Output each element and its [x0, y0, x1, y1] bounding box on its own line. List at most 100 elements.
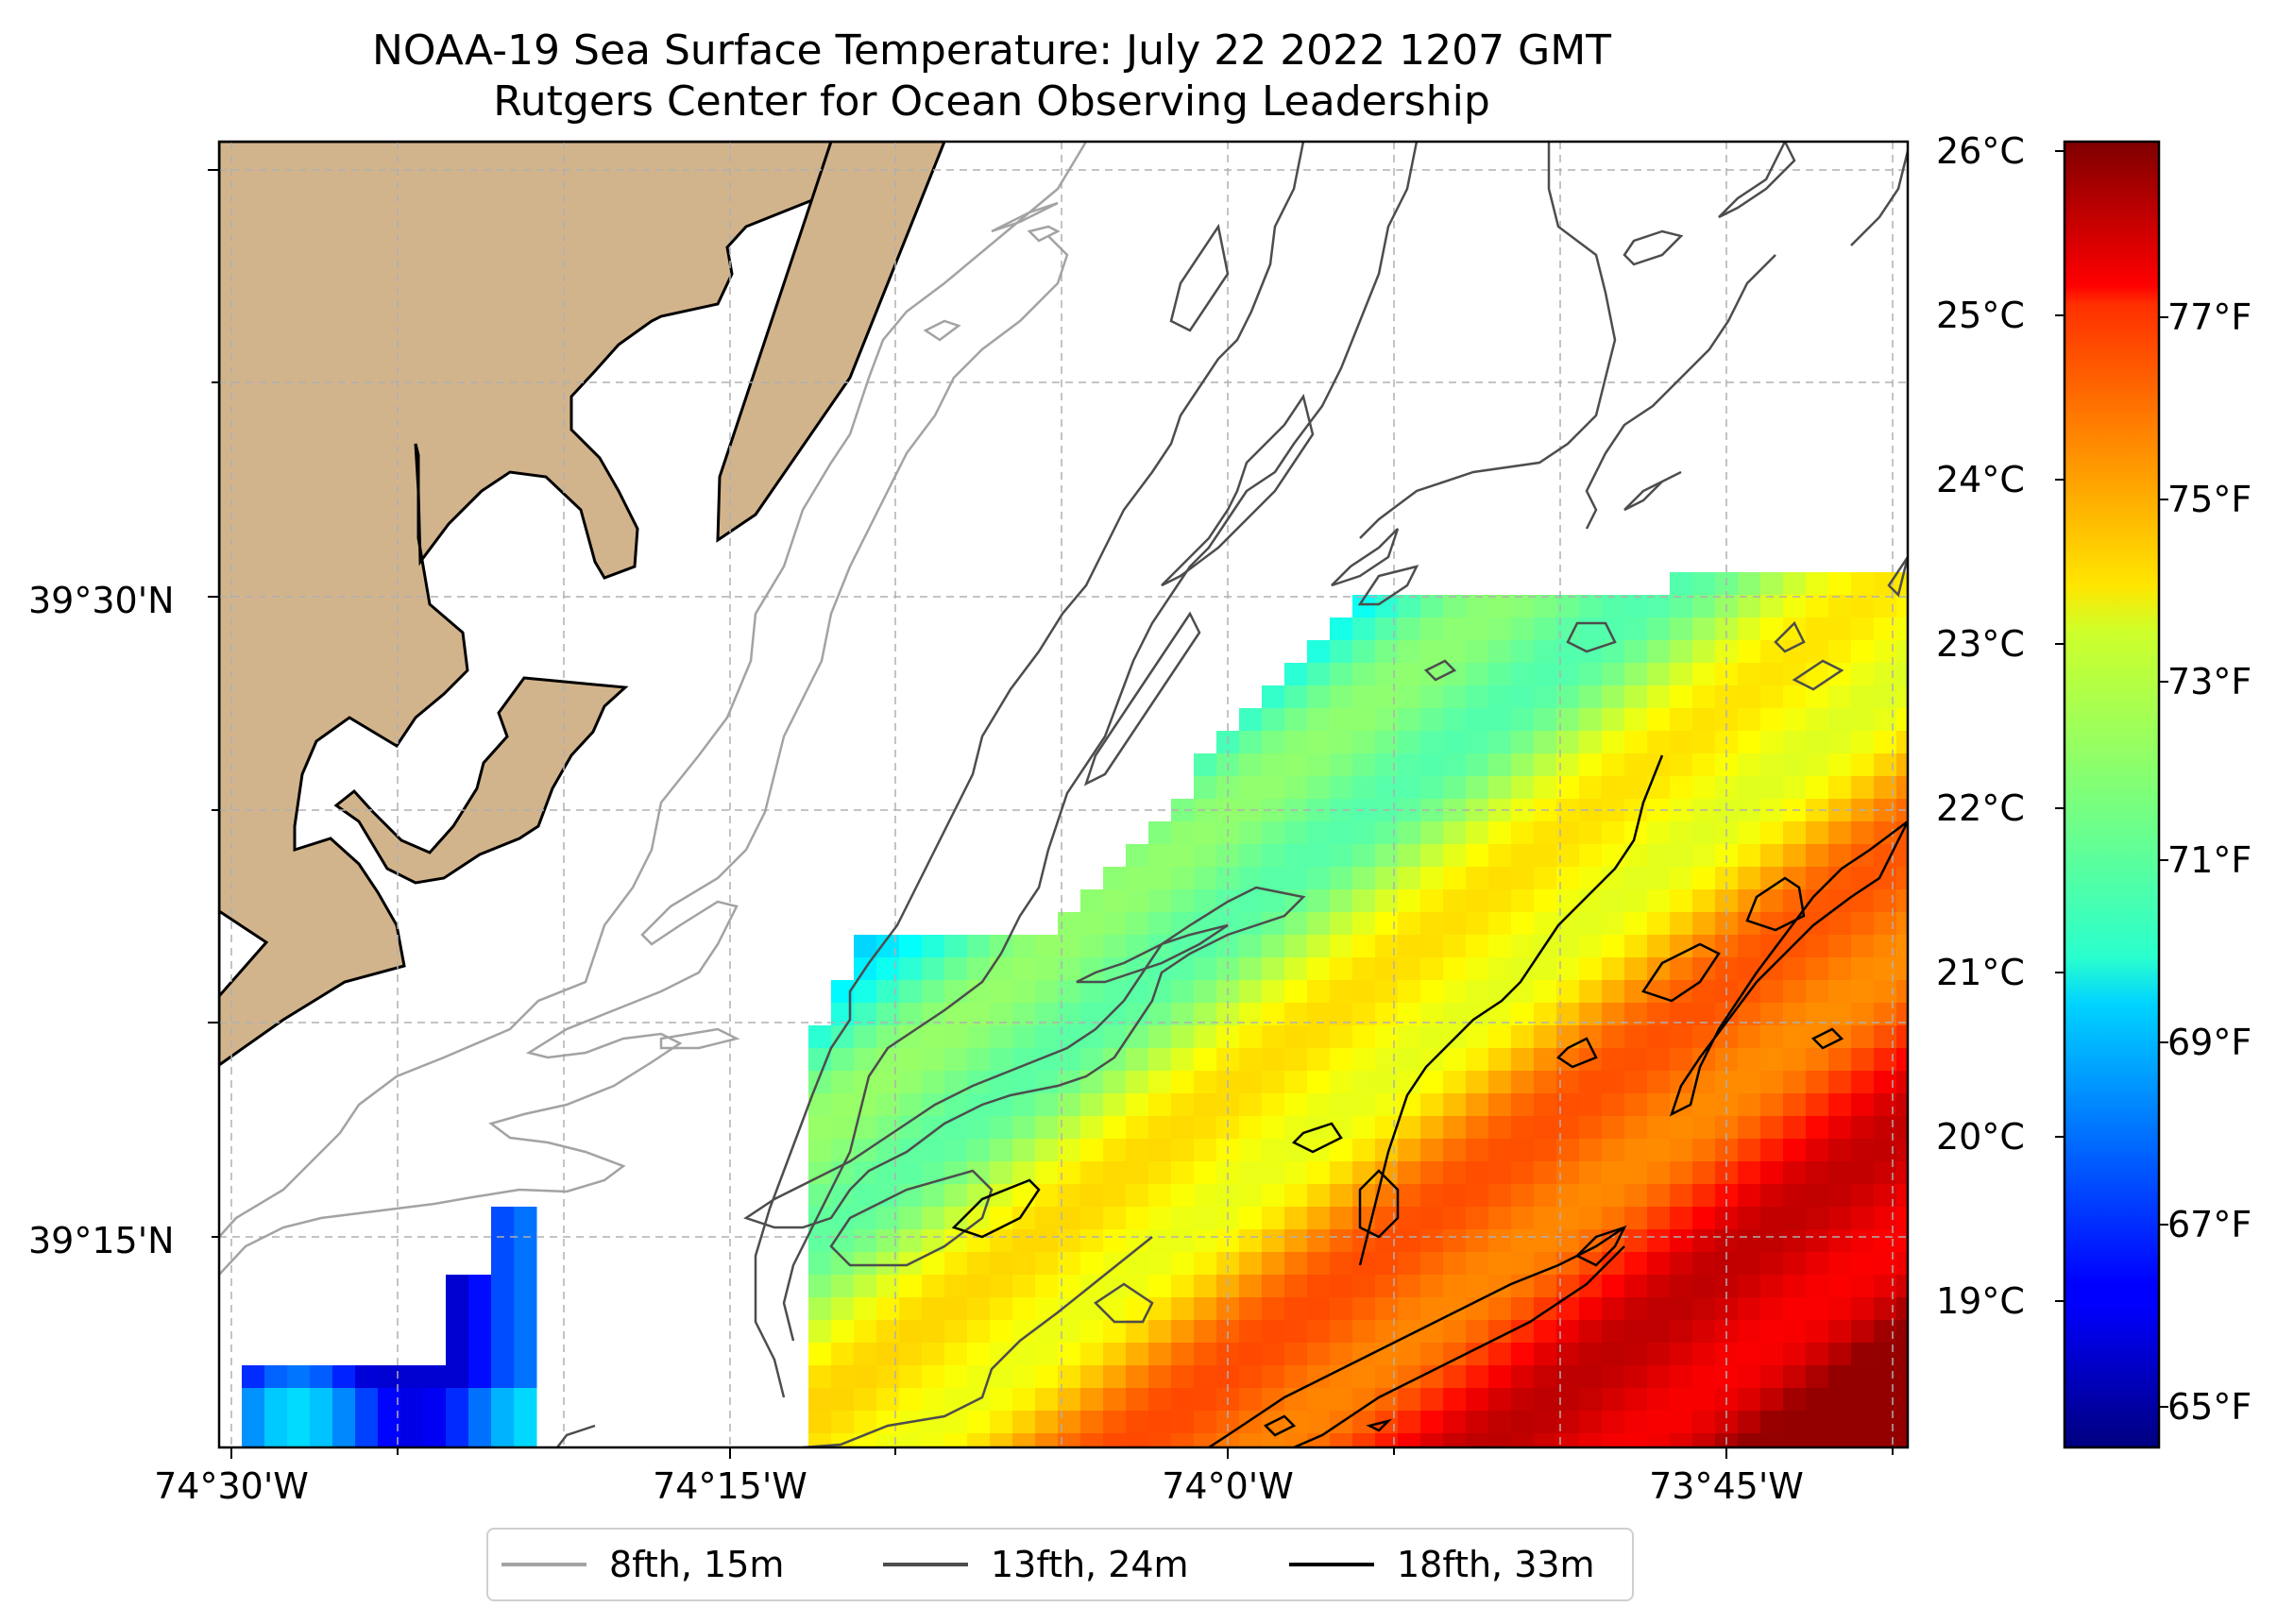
sst-cell	[1307, 844, 1331, 868]
sst-cell	[1398, 844, 1421, 868]
sst-cell	[1171, 980, 1195, 1004]
sst-cell	[1488, 617, 1512, 641]
land-barrier-island	[716, 142, 946, 543]
sst-cell	[1488, 1320, 1512, 1344]
sst-cell	[1534, 617, 1557, 641]
sst-cell	[1851, 980, 1875, 1004]
sst-cell	[1851, 821, 1875, 845]
sst-cell	[1398, 1252, 1421, 1276]
sst-cell	[1534, 595, 1557, 618]
sst-cell	[1624, 1252, 1648, 1276]
cb-label-21c: 21°C	[1936, 952, 2025, 993]
sst-cell	[446, 1433, 469, 1447]
sst-cell	[1692, 595, 1716, 618]
sst-cell	[1194, 1071, 1217, 1094]
sst-cell	[1896, 753, 1908, 777]
sst-cell	[1806, 1297, 1829, 1321]
sst-cell	[1012, 1025, 1036, 1049]
sst-cell	[1352, 1320, 1376, 1344]
sst-cell	[1624, 935, 1648, 958]
sst-cell	[1647, 685, 1671, 709]
sst-cell	[1352, 1252, 1376, 1276]
sst-cell	[1828, 821, 1852, 845]
sst-cell	[1692, 1343, 1716, 1366]
sst-cell	[1103, 1048, 1127, 1072]
sst-cell	[1624, 1343, 1648, 1366]
sst-cell	[1670, 753, 1693, 777]
sst-cell	[1171, 1343, 1195, 1366]
sst-cell	[1284, 1275, 1308, 1298]
sst-cell	[1194, 1320, 1217, 1344]
sst-cell	[1534, 731, 1557, 754]
sst-cell	[1670, 595, 1693, 618]
sst-cell	[990, 1320, 1013, 1344]
sst-cell	[1647, 1184, 1671, 1208]
sst-cell	[876, 1093, 900, 1117]
sst-cell	[1466, 980, 1489, 1004]
sst-cell	[1443, 1071, 1467, 1094]
sst-cell	[854, 1297, 877, 1321]
sst-cell	[446, 1388, 469, 1412]
sst-cell	[1534, 1320, 1557, 1344]
sst-cell	[1534, 957, 1557, 981]
sst-cell	[1012, 1093, 1036, 1117]
sst-cell	[1035, 1139, 1059, 1162]
sst-cell	[1851, 708, 1875, 732]
sst-cell	[1466, 1116, 1489, 1140]
sst-cell	[831, 1297, 855, 1321]
sst-cell	[1262, 1343, 1285, 1366]
sst-cell	[287, 1388, 311, 1412]
sst-cell	[1035, 980, 1059, 1004]
sst-cell	[1874, 1433, 1897, 1447]
sst-cell	[876, 980, 900, 1004]
sst-cell	[1307, 640, 1331, 664]
sst-cell	[1398, 1025, 1421, 1049]
cb-label-73f: 73°F	[2167, 661, 2252, 702]
sst-cell	[287, 1365, 311, 1389]
sst-cell	[1692, 708, 1716, 732]
sst-cell	[1738, 1343, 1761, 1366]
sst-cell	[1239, 867, 1263, 890]
sst-cell	[1760, 1071, 1784, 1094]
sst-cell	[944, 1048, 968, 1072]
sst-cell	[1647, 1093, 1671, 1117]
sst-cell	[1080, 1229, 1104, 1253]
sst-cell	[1896, 844, 1908, 868]
sst-cell	[854, 1343, 877, 1366]
sst-cell	[1851, 617, 1875, 641]
sst-cell	[1488, 1207, 1512, 1230]
sst-cell	[967, 1433, 991, 1447]
sst-cell	[1760, 731, 1784, 754]
sst-cell	[854, 1365, 877, 1389]
sst-cell	[1806, 1343, 1829, 1366]
sst-cell	[1511, 595, 1535, 618]
sst-cell	[1806, 617, 1829, 641]
sst-cell	[1012, 1139, 1036, 1162]
sst-cell	[1828, 1275, 1852, 1298]
sst-cell	[491, 1388, 515, 1412]
sst-cell	[1148, 1297, 1172, 1321]
sst-cell	[1330, 1071, 1353, 1094]
sst-cell	[1103, 1433, 1127, 1447]
sst-cell	[1738, 1433, 1761, 1447]
sst-cell	[1171, 1048, 1195, 1072]
sst-cell	[514, 1365, 537, 1389]
sst-cell	[1602, 1275, 1625, 1298]
sst-cell	[1488, 1365, 1512, 1389]
sst-cell	[1602, 731, 1625, 754]
sst-cell	[1783, 595, 1807, 618]
sst-cell	[1284, 1071, 1308, 1094]
sst-cell	[1352, 889, 1376, 913]
sst-cell	[1624, 1388, 1648, 1412]
sst-cell	[1624, 776, 1648, 800]
sst-cell	[491, 1343, 515, 1366]
sst-cell	[899, 1048, 923, 1072]
sst-cell	[967, 1320, 991, 1344]
sst-cell	[1080, 1433, 1104, 1447]
sst-cell	[1080, 1320, 1104, 1344]
sst-cell	[1738, 731, 1761, 754]
sst-cell	[1307, 1343, 1331, 1366]
sst-cell	[1624, 1207, 1648, 1230]
sst-cell	[1896, 617, 1908, 641]
sst-cell	[1828, 889, 1852, 913]
